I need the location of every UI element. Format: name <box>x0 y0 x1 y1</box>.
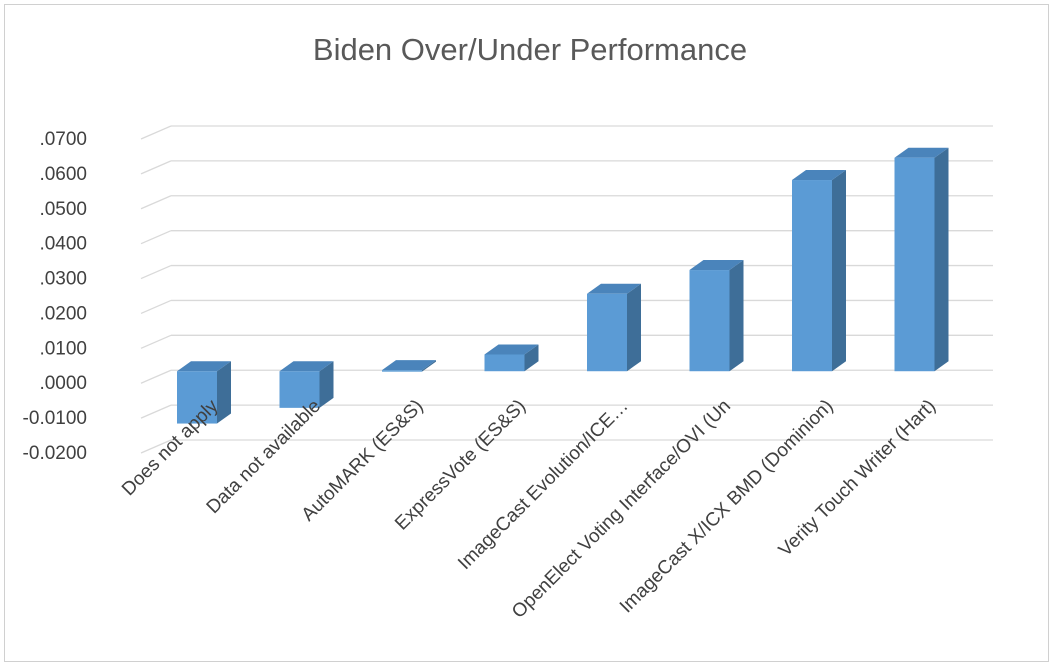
bar-side <box>217 361 231 424</box>
x-category-label: Does not apply <box>118 395 223 500</box>
bar <box>279 361 334 408</box>
gridline-slant <box>140 334 172 349</box>
bar-top <box>689 260 744 271</box>
bar-front <box>279 371 320 408</box>
bar-side <box>319 361 334 408</box>
bar-top <box>587 283 641 294</box>
y-tick-label: .0300 <box>39 269 87 290</box>
bar <box>894 147 949 372</box>
gridline-slant <box>140 195 172 210</box>
y-tick-label: .0700 <box>39 129 87 150</box>
bar-top <box>382 360 436 371</box>
bar-front <box>587 293 627 372</box>
bar-front <box>894 157 935 372</box>
bar <box>382 360 436 372</box>
bar-side <box>524 344 539 372</box>
y-axis-ticks: -0.0200 -0.0100 .0000 .0100 .0200 .0300 .0400.… <box>23 129 87 464</box>
bar <box>484 344 539 372</box>
bar-side <box>422 360 436 372</box>
y-tick-label: -0.0100 <box>23 408 87 429</box>
gridline-slant <box>140 125 172 140</box>
gridline-slant <box>140 439 172 454</box>
gridline-slant <box>140 369 172 384</box>
bar <box>177 361 231 424</box>
bar-side <box>934 147 949 372</box>
y-tick-label: .0600 <box>39 164 87 185</box>
bar-chart: Biden Over/Under Performance -0.0200-0.0… <box>23 32 993 623</box>
bar-side <box>832 170 846 372</box>
y-tick-label: .0400 <box>39 234 87 255</box>
bar-front <box>689 270 730 372</box>
bar-top <box>279 361 334 372</box>
y-tick-label: .0000 <box>39 373 87 394</box>
y-tick-label: .0100 <box>39 338 87 359</box>
x-category-label: ImageCast X/ICX BMD (Dominion) <box>616 396 838 618</box>
gridline-slant <box>140 264 172 280</box>
bar-front <box>792 180 832 372</box>
bar-front <box>382 370 422 372</box>
x-category-label: ImageCast Evolution/ICE… <box>454 396 632 574</box>
gridline-slant <box>140 404 172 419</box>
bar-top <box>894 147 949 158</box>
x-category-label: OpenElect Voting Interface/OVI (Un <box>508 396 735 623</box>
y-tick-label: .0200 <box>39 303 87 324</box>
bar <box>587 283 641 372</box>
bar-front <box>484 354 525 372</box>
gridlines <box>140 125 993 454</box>
y-tick-label: -0.0200 <box>23 443 87 464</box>
bar <box>792 170 846 372</box>
chart-frame: Biden Over/Under Performance -0.0200 -0.0… <box>4 4 1049 662</box>
gridline-slant <box>140 160 172 175</box>
bar-top <box>792 170 846 181</box>
bar-top <box>177 361 231 372</box>
bar <box>689 260 744 372</box>
gridline-slant <box>140 230 172 245</box>
bars <box>177 147 949 424</box>
bar-top <box>484 344 539 355</box>
bar-side <box>729 260 744 372</box>
y-tick-label: .0500 <box>39 199 87 220</box>
chart-title: Biden Over/Under Performance <box>313 32 747 67</box>
bar-side <box>627 283 641 372</box>
gridline-slant <box>140 299 172 315</box>
bar-front <box>177 371 217 424</box>
